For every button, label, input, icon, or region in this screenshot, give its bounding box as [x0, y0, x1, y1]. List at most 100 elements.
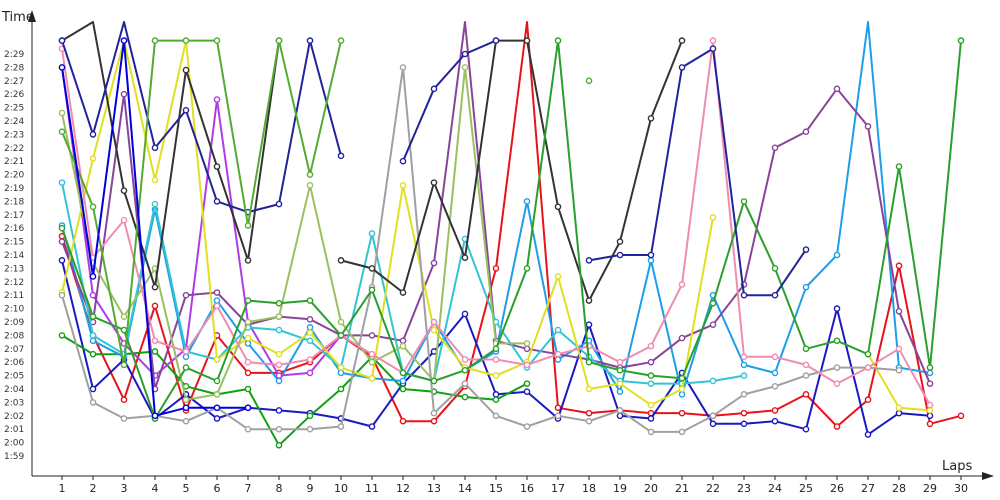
data-point — [89, 350, 97, 358]
data-point — [616, 358, 624, 366]
data-point — [182, 66, 190, 74]
y-tick-label: 2:13 — [4, 264, 24, 274]
data-point — [461, 50, 469, 58]
data-point — [275, 299, 283, 307]
data-point — [554, 273, 562, 280]
y-tick-label: 2:19 — [4, 184, 24, 194]
data-point — [151, 176, 159, 184]
data-point — [678, 334, 686, 342]
series-layer — [58, 21, 965, 449]
series-line — [61, 182, 745, 385]
series-10 — [58, 64, 903, 436]
y-tick-label: 2:23 — [4, 130, 24, 140]
data-point — [430, 377, 438, 385]
data-point — [740, 361, 748, 369]
data-point — [461, 64, 469, 71]
data-point — [213, 37, 221, 44]
data-point — [182, 348, 190, 355]
data-point — [89, 399, 97, 406]
x-tick-label: 22 — [706, 482, 720, 495]
data-point — [461, 380, 469, 387]
data-point — [244, 318, 252, 326]
data-point — [709, 45, 717, 52]
data-point — [926, 412, 934, 420]
data-point — [151, 283, 159, 291]
data-point — [771, 265, 779, 272]
data-point — [430, 417, 438, 425]
data-point — [58, 109, 66, 117]
x-tick-label: 26 — [830, 482, 844, 495]
data-point — [523, 340, 531, 347]
data-point — [678, 428, 686, 436]
data-point — [895, 262, 903, 270]
data-point — [182, 353, 190, 361]
data-point — [89, 155, 97, 162]
data-point — [120, 415, 128, 422]
y-tick-label: 2:12 — [4, 278, 24, 288]
data-point — [275, 350, 283, 358]
data-point — [647, 401, 655, 409]
data-point — [89, 131, 97, 138]
data-point — [957, 412, 965, 420]
data-point — [709, 321, 717, 328]
series-13 — [58, 37, 965, 422]
data-point — [151, 348, 159, 355]
data-point — [678, 385, 686, 393]
data-point — [647, 380, 655, 387]
data-point — [740, 198, 748, 205]
y-tick-label: 1:59 — [4, 452, 24, 462]
data-point — [399, 385, 407, 393]
data-point — [802, 425, 810, 433]
data-point — [709, 412, 717, 420]
data-point — [306, 324, 314, 331]
data-point — [771, 291, 779, 299]
data-point — [58, 179, 66, 186]
data-point — [492, 372, 500, 379]
data-point — [616, 412, 624, 420]
data-point — [647, 415, 655, 422]
x-axis-label: Laps — [942, 459, 972, 474]
x-tick-label: 1 — [59, 482, 66, 495]
x-tick-label: 21 — [675, 482, 689, 495]
data-point — [616, 380, 624, 387]
y-tick-label: 2:10 — [4, 305, 24, 315]
y-tick-label: 2:22 — [4, 144, 24, 154]
data-point — [275, 425, 283, 433]
data-point — [306, 369, 314, 377]
data-point — [337, 257, 345, 264]
data-point — [306, 37, 314, 44]
series-11 — [58, 37, 934, 409]
data-point — [213, 163, 221, 170]
data-point — [833, 364, 841, 371]
data-point — [802, 361, 810, 369]
x-tick-label: 25 — [799, 482, 813, 495]
data-point — [647, 358, 655, 366]
data-point — [740, 420, 748, 428]
data-point — [58, 224, 66, 232]
data-point — [399, 377, 407, 385]
data-point — [709, 377, 717, 385]
data-point — [120, 187, 128, 194]
data-point — [585, 77, 593, 85]
data-point — [430, 179, 438, 186]
data-point — [244, 297, 252, 304]
data-point — [151, 200, 159, 208]
data-point — [275, 313, 283, 320]
data-point — [585, 409, 593, 417]
data-point — [213, 302, 221, 310]
data-point — [399, 182, 407, 189]
x-tick-label: 2 — [90, 482, 97, 495]
data-point — [89, 332, 97, 339]
data-point — [523, 265, 531, 272]
data-point — [802, 345, 810, 353]
data-point — [647, 342, 655, 350]
data-point — [368, 332, 376, 339]
data-point — [275, 361, 283, 369]
data-point — [678, 374, 686, 382]
data-point — [430, 326, 438, 334]
data-point — [771, 383, 779, 390]
data-point — [368, 350, 376, 358]
x-tick-label: 5 — [183, 482, 190, 495]
data-point — [213, 96, 221, 103]
data-point — [306, 425, 314, 433]
